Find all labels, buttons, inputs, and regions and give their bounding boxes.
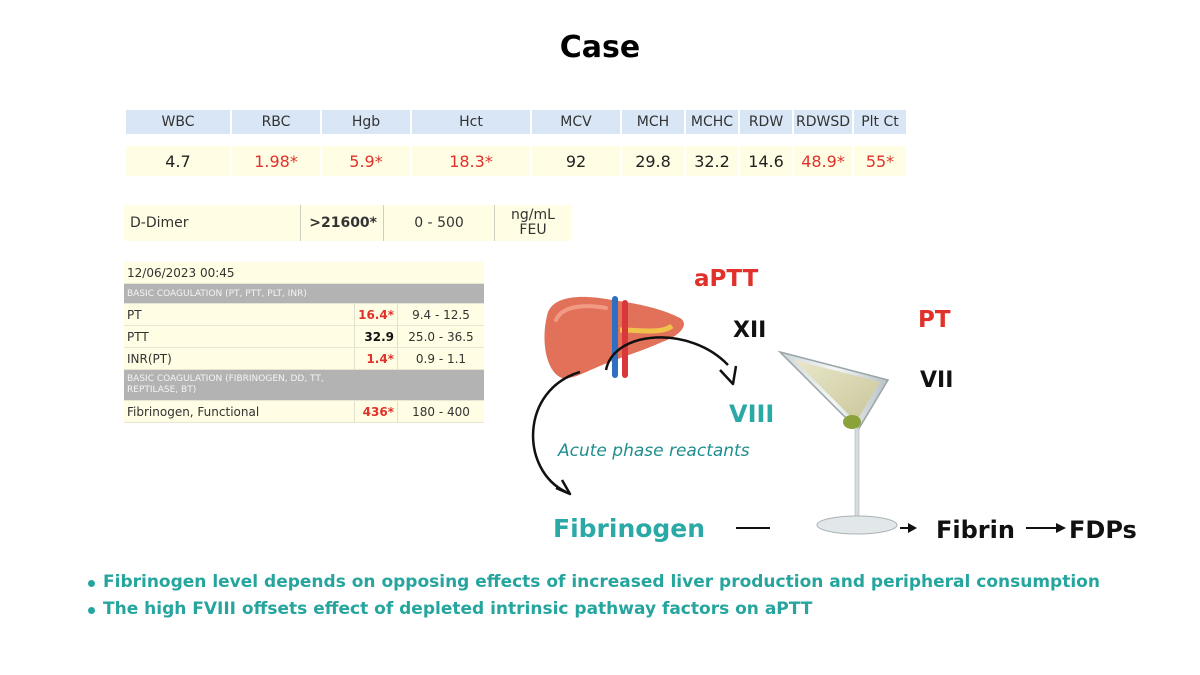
cbc-value-wbc: 4.7 <box>126 146 230 176</box>
arrowhead-icon <box>555 479 572 496</box>
cbc-value-rbc: 1.98* <box>232 146 320 176</box>
coag-test-name: PT <box>124 303 355 326</box>
cbc-header-rdw: RDW <box>740 110 792 134</box>
coag-test-name: INR(PT) <box>124 347 355 370</box>
coag-test-value: 1.4* <box>354 347 398 370</box>
cbc-header-mchc: MCHC <box>686 110 738 134</box>
cbc-header-wbc: WBC <box>126 110 230 134</box>
label-aptt: aPTT <box>694 266 759 292</box>
arrowhead-icon <box>1056 523 1066 533</box>
ddimer-unit-line2: FEU <box>519 222 547 238</box>
cbc-value-hgb: 5.9* <box>322 146 410 176</box>
ddimer-unit: ng/mL FEU <box>495 205 572 241</box>
coag-test-value: 32.9 <box>354 325 398 348</box>
cbc-value-plt: 55* <box>854 146 906 176</box>
ddimer-value: >21600* <box>300 205 384 241</box>
cbc-header-rdwsd: RDWSD <box>794 110 852 134</box>
label-fdps: FDPs <box>1069 516 1137 544</box>
coag-test-range: 180 - 400 <box>397 400 484 423</box>
cbc-value-hct: 18.3* <box>412 146 530 176</box>
bullet-icon <box>88 580 95 587</box>
label-fibrin: Fibrin <box>936 516 1015 544</box>
cbc-value-mch: 29.8 <box>622 146 684 176</box>
label-factor-viii: VIII <box>729 400 775 428</box>
martini-glass-icon <box>777 350 898 535</box>
coag-row-pt: PT 16.4* 9.4 - 12.5 <box>124 303 484 326</box>
coag-test-range: 0.9 - 1.1 <box>397 347 484 370</box>
arrow-to-viii <box>604 336 729 371</box>
cbc-value-rdwsd: 48.9* <box>794 146 852 176</box>
coag-table: 12/06/2023 00:45 BASIC COAGULATION (PT, … <box>124 262 484 423</box>
cbc-value-mchc: 32.2 <box>686 146 738 176</box>
arrow-to-fibrinogen <box>532 370 581 494</box>
cbc-header-hgb: Hgb <box>322 110 410 134</box>
cbc-value-rdw: 14.6 <box>740 146 792 176</box>
coag-section-header-line2: REPTILASE, BT) <box>127 385 197 395</box>
bullet-text: Fibrinogen level depends on opposing eff… <box>103 572 1100 592</box>
cbc-header-rbc: RBC <box>232 110 320 134</box>
coag-test-name: PTT <box>124 325 355 348</box>
bullet-item: Fibrinogen level depends on opposing eff… <box>88 572 1100 599</box>
coag-row-fibrinogen: Fibrinogen, Functional 436* 180 - 400 <box>124 400 484 423</box>
coag-section-header: BASIC COAGULATION (PT, PTT, PLT, INR) <box>124 283 484 304</box>
bullet-icon <box>88 607 95 614</box>
cbc-header-plt: Plt Ct <box>854 110 906 134</box>
coag-datetime: 12/06/2023 00:45 <box>124 262 484 284</box>
bullet-text: The high FVIII offsets effect of deplete… <box>103 599 813 619</box>
coag-test-name: Fibrinogen, Functional <box>124 400 355 423</box>
coag-section-header: BASIC COAGULATION (FIBRINOGEN, DD, TT, R… <box>124 369 484 401</box>
coag-section-header-line1: BASIC COAGULATION (FIBRINOGEN, DD, TT, <box>127 374 324 384</box>
bullet-item: The high FVIII offsets effect of deplete… <box>88 599 1100 626</box>
ddimer-table: D-Dimer >21600* 0 - 500 ng/mL FEU <box>124 205 571 241</box>
ddimer-range: 0 - 500 <box>383 205 495 241</box>
cbc-value-mcv: 92 <box>532 146 620 176</box>
coag-row-inr: INR(PT) 1.4* 0.9 - 1.1 <box>124 347 484 370</box>
liver-icon <box>544 296 684 379</box>
label-factor-xii: XII <box>733 318 767 343</box>
coag-test-range: 25.0 - 36.5 <box>397 325 484 348</box>
ddimer-name: D-Dimer <box>124 205 301 241</box>
coag-row-ptt: PTT 32.9 25.0 - 36.5 <box>124 325 484 348</box>
cbc-header-mch: MCH <box>622 110 684 134</box>
ddimer-unit-line1: ng/mL <box>511 207 555 223</box>
label-factor-vii: VII <box>920 368 954 393</box>
arrowhead-icon <box>719 365 738 386</box>
slide-title: Case <box>559 30 641 65</box>
bullet-list: Fibrinogen level depends on opposing eff… <box>88 572 1100 626</box>
label-pt: PT <box>918 307 951 333</box>
label-acute-phase: Acute phase reactants <box>558 441 750 461</box>
arrowhead-icon <box>908 523 917 533</box>
cbc-header-mcv: MCV <box>532 110 620 134</box>
coag-test-value: 16.4* <box>354 303 398 326</box>
coag-test-value: 436* <box>354 400 398 423</box>
cbc-header-hct: Hct <box>412 110 530 134</box>
label-fibrinogen: Fibrinogen <box>553 514 706 543</box>
cbc-table: WBC RBC Hgb Hct MCV MCH MCHC RDW RDWSD P… <box>124 110 908 176</box>
coag-test-range: 9.4 - 12.5 <box>397 303 484 326</box>
